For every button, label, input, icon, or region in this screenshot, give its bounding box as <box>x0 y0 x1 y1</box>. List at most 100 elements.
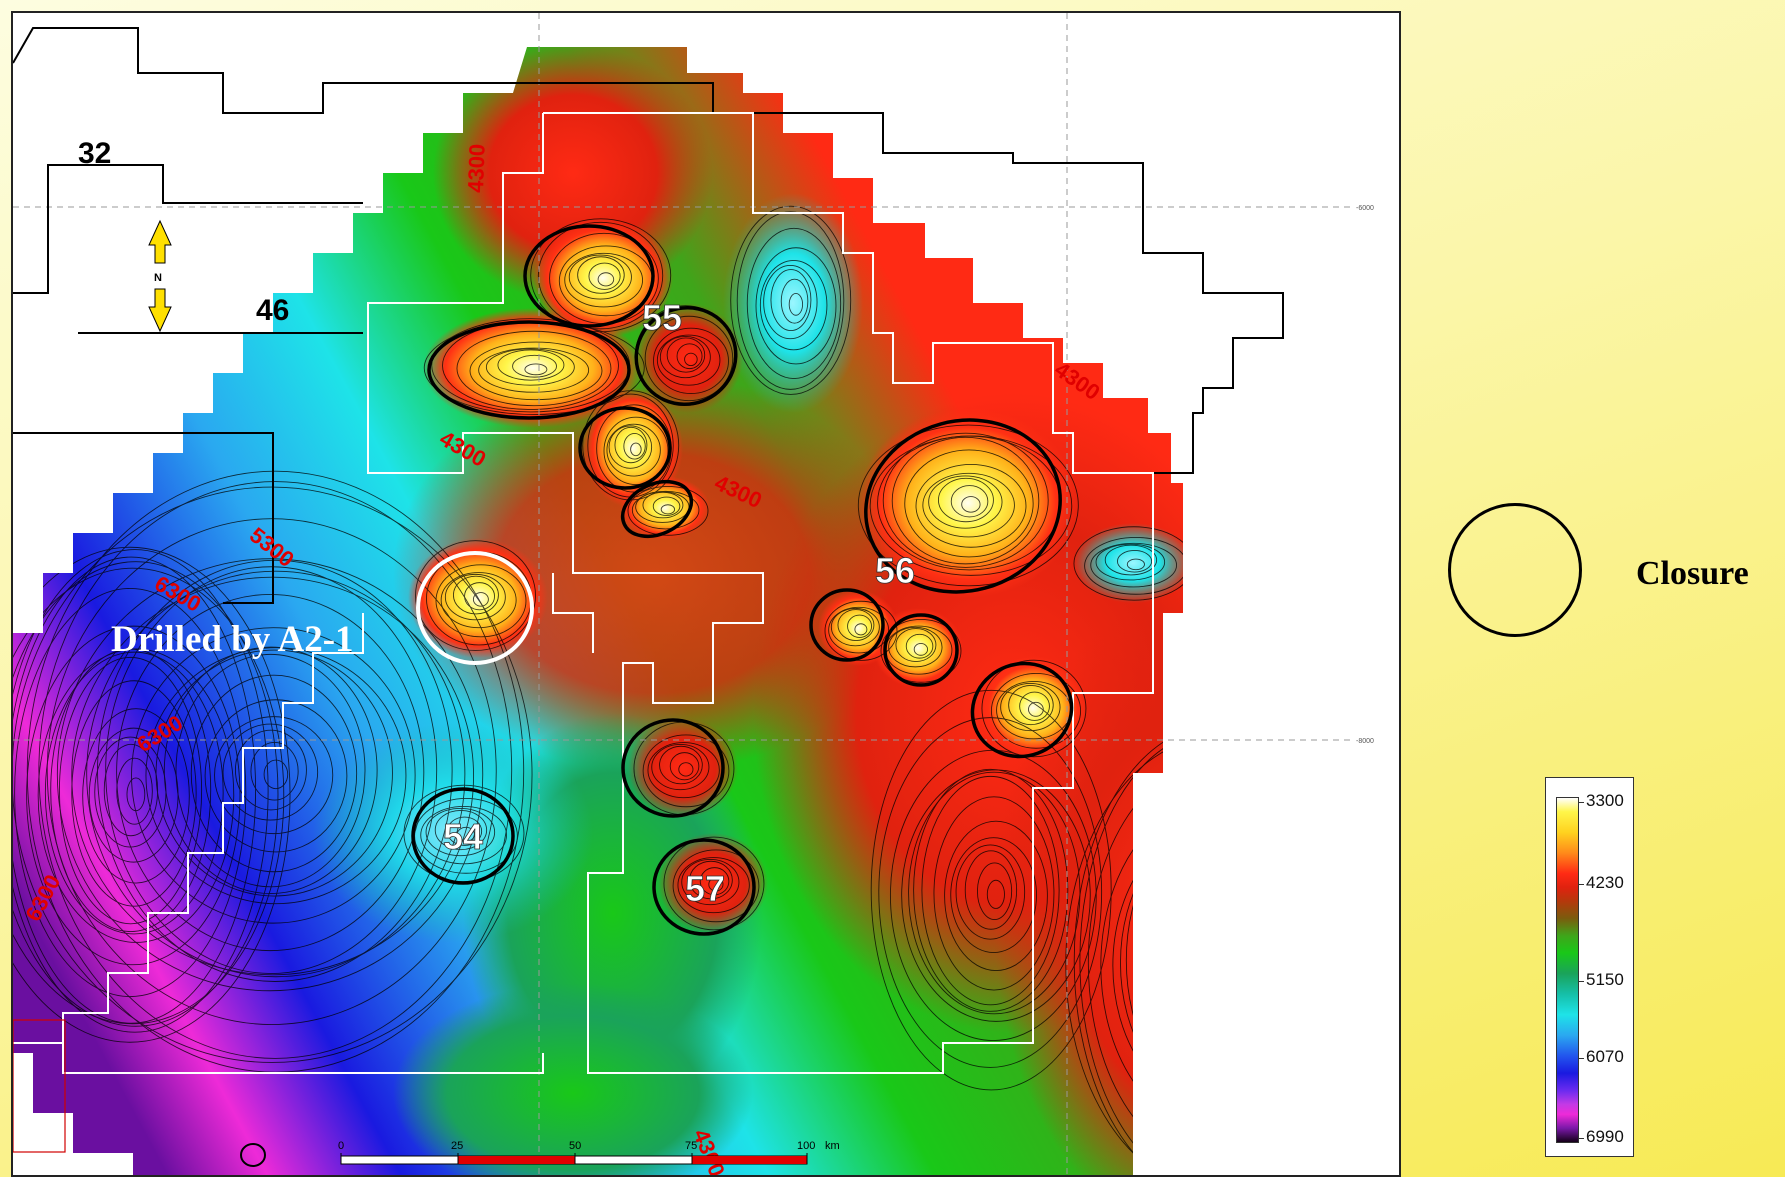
contour-line <box>653 327 729 395</box>
closure-circle[interactable] <box>523 224 655 328</box>
contour-line <box>82 708 190 884</box>
contour-line <box>13 567 285 1025</box>
contour-line <box>88 727 179 863</box>
scale-tick-label: 75 <box>685 1140 697 1152</box>
contour-line <box>708 877 724 892</box>
grid-lines <box>13 13 1353 1175</box>
contour-line <box>163 646 378 894</box>
closure-circle[interactable] <box>846 399 1079 614</box>
contour-line <box>830 607 880 647</box>
contour-line <box>608 425 653 469</box>
contour-line <box>824 600 898 661</box>
contour-line <box>1095 543 1166 581</box>
contour-line <box>1125 822 1183 1099</box>
contour-line <box>684 352 698 367</box>
contour-line <box>878 717 1103 1068</box>
contour-line <box>1147 853 1183 1074</box>
contour-line <box>669 752 700 781</box>
contour-line <box>730 205 852 395</box>
contour-line <box>46 518 497 1025</box>
contour-line <box>440 572 517 629</box>
block-boundaries <box>13 27 1284 604</box>
closure-circle[interactable] <box>623 294 750 418</box>
contour-line <box>990 673 1082 749</box>
contour-line <box>497 349 565 381</box>
drilled-closure-circle[interactable] <box>416 551 534 665</box>
contour-line <box>699 867 730 896</box>
contour-line <box>13 546 291 1043</box>
closure-circle-icon <box>1448 503 1582 637</box>
contour-line <box>933 796 1055 991</box>
contour-line <box>847 614 872 638</box>
contour-line <box>56 558 484 992</box>
contour-line <box>568 254 632 300</box>
contour-line <box>928 475 1003 529</box>
block-label-32: 32 <box>78 137 111 170</box>
contour-line <box>1087 763 1183 1162</box>
contour-line <box>13 549 269 1033</box>
contour-line <box>681 859 740 906</box>
north-arrow-icon: N <box>148 219 172 333</box>
closure-circle[interactable] <box>621 718 725 818</box>
contour-line <box>425 808 496 857</box>
contour-line <box>464 582 495 611</box>
colorbar-ramp <box>1556 797 1579 1143</box>
closure-circle[interactable] <box>809 588 885 662</box>
contour-line <box>647 742 720 799</box>
contour-line <box>857 424 1079 587</box>
closure-circle[interactable] <box>578 406 672 490</box>
contour-line <box>190 674 358 873</box>
contour-line <box>1065 736 1183 1175</box>
colorbar-label: 6070 <box>1586 1047 1624 1066</box>
scale-unit-label: km <box>825 1140 840 1152</box>
contour-line <box>1090 542 1177 588</box>
contour-line <box>964 850 1018 930</box>
closure-circle[interactable] <box>411 787 515 885</box>
contour-line <box>1135 830 1183 1091</box>
contour-line <box>175 653 366 888</box>
scale-tick-label: 50 <box>569 1140 581 1152</box>
contour-line <box>901 769 1091 1022</box>
contour-line <box>1019 691 1050 721</box>
contour-line <box>869 435 1073 576</box>
contour-line <box>603 416 669 486</box>
contour-line <box>986 879 1005 909</box>
colorbar-label: 3300 <box>1586 791 1624 810</box>
contour-line <box>770 269 812 331</box>
contour-line <box>105 566 438 974</box>
contour-line <box>1073 526 1183 601</box>
contour-line <box>94 736 167 848</box>
contour-line <box>676 343 703 370</box>
closure-circle[interactable] <box>652 838 756 936</box>
contour-line <box>976 862 1013 920</box>
contour-line <box>472 592 489 607</box>
closure-circle[interactable] <box>959 650 1084 771</box>
contour-line <box>652 496 681 516</box>
closure-legend: Closure <box>1448 503 1749 643</box>
contour-line <box>763 265 818 340</box>
contour-line <box>644 315 734 402</box>
contour-line <box>870 689 1112 1091</box>
contour-line <box>614 426 648 464</box>
contour-line <box>837 609 875 641</box>
contour-line <box>828 606 890 654</box>
contour-line <box>446 816 483 846</box>
color-surface <box>13 47 1183 1175</box>
closure-circle[interactable] <box>883 613 959 687</box>
contour-map: -6000 -8000 32 46 N <box>13 13 1374 1175</box>
contour-line <box>234 729 307 811</box>
colorbar-tick <box>1578 1138 1584 1139</box>
drilled-annotation: Drilled by A2-1 <box>111 619 354 660</box>
contour-line <box>955 844 1026 940</box>
contour-line <box>1000 683 1061 732</box>
closure-circle[interactable] <box>427 320 631 420</box>
contour-line <box>922 472 1015 538</box>
contour-line <box>659 745 703 785</box>
contour-line <box>1008 684 1054 726</box>
closure-circle[interactable] <box>614 471 700 547</box>
contour-line <box>44 651 224 935</box>
contour-line <box>1073 725 1183 1175</box>
north-label: N <box>154 272 162 284</box>
contour-line <box>26 625 241 966</box>
contour-line <box>904 449 1034 558</box>
